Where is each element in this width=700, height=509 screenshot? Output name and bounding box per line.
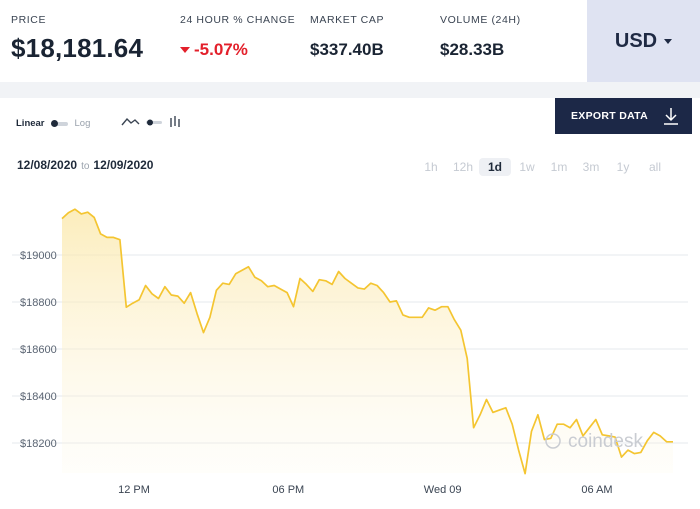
price-line <box>61 208 673 475</box>
y-tick-label: $19000 <box>20 250 57 262</box>
volume-label: VOLUME (24H) <box>440 14 521 26</box>
period-1y[interactable]: 1y <box>616 160 630 174</box>
change-value-wrap: -5.07% <box>180 40 295 60</box>
scale-toggle[interactable]: Linear Log <box>16 118 90 129</box>
scale-switch[interactable] <box>50 119 68 127</box>
x-tick-label: 06 AM <box>581 484 612 496</box>
y-axis: $19000 $18800 $18600 $18400 $18200 <box>20 250 57 450</box>
price-area <box>62 209 673 474</box>
candlestick-chart-icon <box>170 116 180 127</box>
caret-down-icon <box>664 38 673 44</box>
watermark-logo-icon <box>545 433 561 449</box>
y-tick-label: $18400 <box>20 391 57 403</box>
period-3m[interactable]: 3m <box>582 160 600 174</box>
period-1m[interactable]: 1m <box>550 160 568 174</box>
scale-linear-label[interactable]: Linear <box>16 118 45 129</box>
x-tick-label: 06 PM <box>272 484 304 496</box>
price-label: PRICE <box>11 14 47 26</box>
period-selector: 1h 12h 1d 1w 1m 3m 1y all <box>415 158 671 176</box>
line-chart-icon <box>121 117 140 126</box>
download-icon <box>663 107 679 130</box>
change-label: 24 HOUR % CHANGE <box>180 14 296 26</box>
stats-header: PRICE $18,181.64 24 HOUR % CHANGE -5.07%… <box>0 0 700 82</box>
period-1w[interactable]: 1w <box>519 160 535 174</box>
market-cap-stat: MARKET CAP $337.40B <box>310 14 384 60</box>
period-1h[interactable]: 1h <box>424 160 438 174</box>
coindesk-watermark: coindesk <box>568 431 643 452</box>
switch-knob <box>50 119 58 127</box>
market-cap-label: MARKET CAP <box>310 14 385 26</box>
date-range: 12/08/2020 to 12/09/2020 <box>17 158 153 172</box>
currency-label: USD <box>614 29 658 52</box>
y-tick-label: $18800 <box>20 297 57 309</box>
y-tick-label: $18200 <box>20 438 57 450</box>
download-icon-svg <box>664 108 678 125</box>
export-data-label: EXPORT DATA <box>571 110 648 122</box>
x-tick-label: Wed 09 <box>424 484 462 496</box>
y-tick-label: $18600 <box>20 344 57 356</box>
period-1d[interactable]: 1d <box>479 158 511 176</box>
range-to: 12/09/2020 <box>93 158 154 172</box>
chart-type-icons[interactable] <box>121 115 187 129</box>
chart-type-knob <box>147 119 153 126</box>
range-separator: to <box>81 161 90 172</box>
volume-stat: VOLUME (24H) $28.33B <box>440 14 521 60</box>
down-arrow-icon <box>180 47 190 53</box>
chart-type-toggle[interactable] <box>121 115 187 129</box>
volume-value: $28.33B <box>440 40 505 59</box>
currency-selector[interactable]: USD <box>587 0 700 82</box>
range-from: 12/08/2020 <box>17 158 78 172</box>
price-chart[interactable]: $19000 $18800 $18600 $18400 $18200 12 PM 06 P… <box>0 190 700 509</box>
price-value: $18,181.64 <box>11 33 144 63</box>
scale-log-label[interactable]: Log <box>74 118 91 129</box>
x-axis: 12 PM 06 PM Wed 09 06 AM <box>118 484 612 496</box>
x-tick-label: 12 PM <box>118 484 150 496</box>
export-data-button[interactable]: EXPORT DATA <box>555 98 692 134</box>
period-12h[interactable]: 12h <box>452 160 474 174</box>
price-stat: PRICE $18,181.64 <box>11 14 143 64</box>
change-value: -5.07% <box>194 40 248 59</box>
chart-panel: Linear Log EXPORT DATA 12/08/2020 to 12/0 <box>0 98 700 509</box>
market-cap-value: $337.40B <box>310 40 384 59</box>
change-stat: 24 HOUR % CHANGE -5.07% <box>180 14 295 60</box>
period-all[interactable]: all <box>648 160 661 174</box>
